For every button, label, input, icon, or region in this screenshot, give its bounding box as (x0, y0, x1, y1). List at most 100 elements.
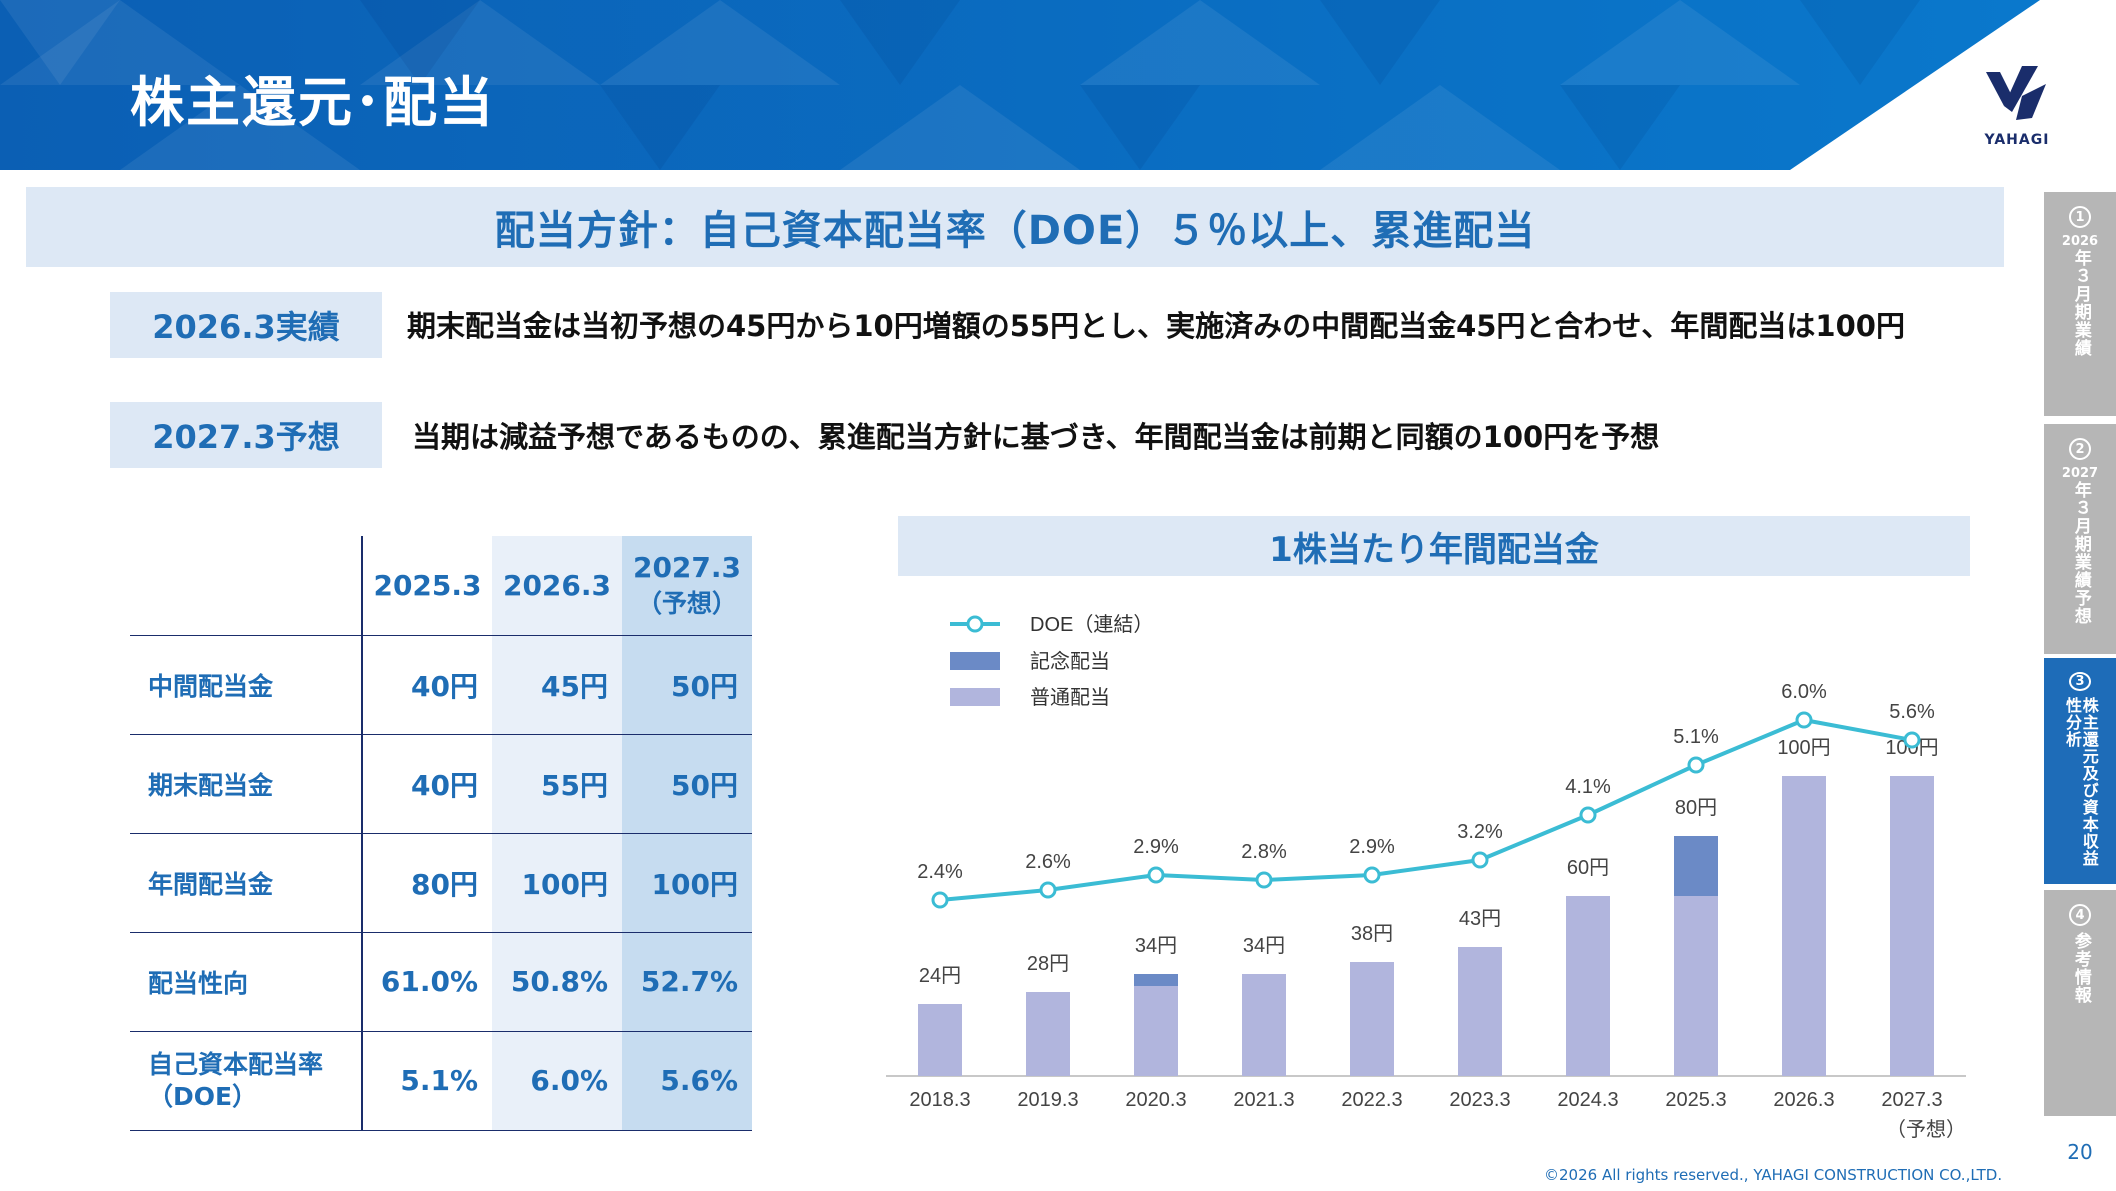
nav-tab-2027-forecast[interactable]: 2 2027 年３月期業績予想 (2044, 424, 2116, 654)
table-cell: 50.8% (492, 931, 622, 1031)
bar-regular-dividend (1890, 776, 1934, 1076)
doe-point (1147, 866, 1165, 884)
header-banner: 株主還元･配当 YAHAGI (0, 0, 2116, 170)
row-label: 中間配当金 (130, 634, 363, 734)
nav-tab-2026-results[interactable]: 1 2026 年３月期業績 (2044, 192, 2116, 416)
table-header-2026: 2026.3 (492, 536, 622, 635)
doe-point (931, 891, 949, 909)
nav-year: 2027 (2061, 466, 2099, 481)
doe-value-label: 2.4% (917, 861, 963, 883)
table-cell: 61.0% (362, 931, 492, 1031)
chart-title-box: 1株当たり年間配当金 (898, 516, 1970, 576)
bar-value-label: 34円 (1243, 935, 1285, 957)
table-row: 年間配当金 80円 100円 100円 (130, 832, 752, 932)
yahagi-logo-icon (1986, 66, 2046, 120)
doe-point (1687, 756, 1705, 774)
forecast-label: 2027.3予想 (110, 402, 382, 468)
x-tick-label: 2020.3 (1125, 1089, 1186, 1111)
x-tick-label: 2018.3 (909, 1089, 970, 1111)
doe-value-label: 2.9% (1133, 836, 1179, 858)
table-header-2025: 2025.3 (362, 536, 492, 635)
x-tick-label: 2026.3 (1773, 1089, 1834, 1111)
column-header-label: 2027.3 (632, 550, 742, 584)
doe-value-label: 6.0% (1781, 681, 1827, 703)
doe-point (1903, 731, 1921, 749)
column-header-label: 2026.3 (502, 568, 612, 602)
doe-value-label: 2.6% (1025, 851, 1071, 873)
doe-value-label: 2.8% (1241, 841, 1287, 863)
table-header-row: 2025.3 2026.3 2027.3 （予想） (130, 536, 752, 635)
table-row: 期末配当金 40円 55円 50円 (130, 733, 752, 833)
x-tick-label: 2021.3 (1233, 1089, 1294, 1111)
table-cell: 6.0% (492, 1030, 622, 1131)
bar-regular-dividend (1458, 947, 1502, 1076)
table-cell: 40円 (362, 634, 492, 734)
row-label: 自己資本配当率 （DOE） (130, 1030, 363, 1131)
table-cell: 50円 (622, 733, 752, 833)
x-tick-label: 2027.3 (1881, 1089, 1942, 1111)
x-tick-label: 2025.3 (1665, 1089, 1726, 1111)
dividend-policy-banner: 配当方針：自己資本配当率（DOE）５％以上、累進配当 (26, 187, 2004, 267)
table-cell: 100円 (492, 832, 622, 932)
table-row: 配当性向 61.0% 50.8% 52.7% (130, 931, 752, 1031)
legend-label: 普通配当 (1030, 686, 1110, 709)
nav-number-badge: 2 (2069, 438, 2091, 460)
bar-value-label: 38円 (1351, 923, 1393, 945)
doe-point (1363, 866, 1381, 884)
bar-value-label: 28円 (1027, 953, 1069, 975)
column-header-label: 2025.3 (373, 568, 482, 602)
bar-regular-dividend (918, 1004, 962, 1076)
copyright-notice: ©2026 All rights reserved., YAHAGI CONST… (1544, 1166, 2003, 1184)
doe-value-label: 4.1% (1565, 776, 1611, 798)
nav-tab-shareholder-returns[interactable]: 3 株主還元及び資本収益性分析 (2044, 658, 2116, 884)
row-label: 配当性向 (130, 931, 363, 1031)
x-tick-label: 2022.3 (1341, 1089, 1402, 1111)
table-cell: 50円 (622, 634, 752, 734)
legend-swatch-commemorative (950, 652, 1000, 670)
yahagi-logo: YAHAGI (1982, 62, 2052, 152)
x-tick-label: 2024.3 (1557, 1089, 1618, 1111)
legend-swatch-regular (950, 688, 1000, 706)
bar-commemorative-dividend (1134, 974, 1178, 986)
bar-value-label: 34円 (1135, 935, 1177, 957)
table-row: 自己資本配当率 （DOE） 5.1% 6.0% 5.6% (130, 1030, 752, 1131)
chart-title: 1株当たり年間配当金 (1269, 529, 1599, 570)
header-background (0, 0, 2040, 170)
table-cell: 55円 (492, 733, 622, 833)
bar-value-label: 24円 (919, 965, 961, 987)
row-label: 期末配当金 (130, 733, 363, 833)
dividend-table: 2025.3 2026.3 2027.3 （予想） 中間配当金 40円 45円 5… (130, 536, 752, 1131)
nav-tab-reference[interactable]: 4 参考情報 (2044, 890, 2116, 1116)
x-tick-sublabel: （予想） (1886, 1118, 1966, 1141)
legend-doe-marker (966, 615, 984, 633)
doe-value-label: 3.2% (1457, 821, 1503, 843)
bar-value-label: 60円 (1567, 857, 1609, 879)
bar-regular-dividend (1026, 992, 1070, 1076)
table-cell: 40円 (362, 733, 492, 833)
bar-regular-dividend (1782, 776, 1826, 1076)
doe-point (1579, 806, 1597, 824)
dividend-chart: 24円 2018.3 28円 2019.3 34円 2020.3 34円 2021.3 38円 2… (886, 613, 1966, 1141)
table-cell: 5.1% (362, 1030, 492, 1131)
table-cell: 80円 (362, 832, 492, 932)
logo-text: YAHAGI (1984, 132, 2050, 148)
actual-text: 期末配当金は当初予想の45円から10円増額の55円とし、実施済みの中間配当金45… (407, 309, 1905, 343)
nav-year: 2026 (2061, 234, 2099, 249)
x-tick-label: 2023.3 (1449, 1089, 1510, 1111)
actual-label: 2026.3実績 (110, 292, 382, 358)
doe-value-label: 5.6% (1889, 701, 1935, 723)
bar-regular-dividend (1242, 974, 1286, 1076)
table-cell: 5.6% (622, 1030, 752, 1131)
bar-value-label: 80円 (1675, 797, 1717, 819)
bar-regular-dividend (1674, 896, 1718, 1076)
bar-regular-dividend (1134, 986, 1178, 1076)
doe-point (1039, 881, 1057, 899)
row-label: 年間配当金 (130, 832, 363, 932)
nav-label: 参考情報 (2070, 932, 2091, 1004)
bar-value-label: 43円 (1459, 908, 1501, 930)
nav-number-badge: 3 (2069, 672, 2091, 692)
legend-label: DOE（連結） (1030, 613, 1153, 636)
table-row: 中間配当金 40円 45円 50円 (130, 634, 752, 734)
doe-value-label: 2.9% (1349, 836, 1395, 858)
bar-value-label: 100円 (1777, 737, 1830, 759)
